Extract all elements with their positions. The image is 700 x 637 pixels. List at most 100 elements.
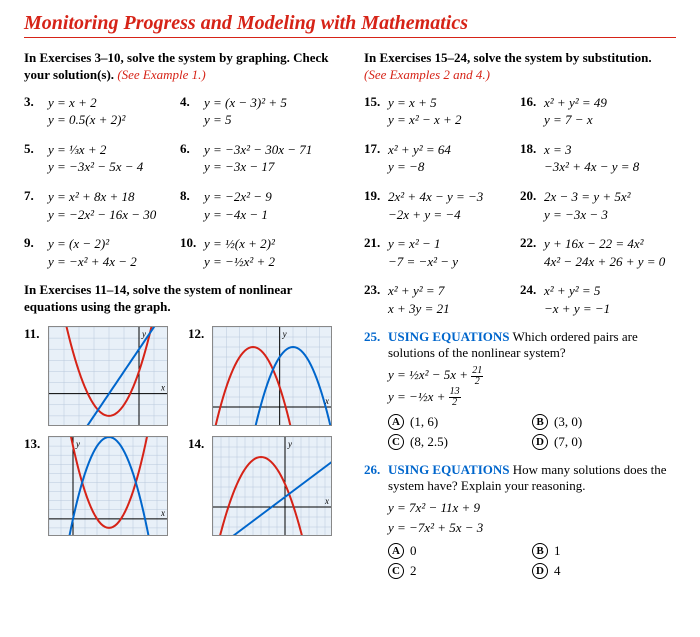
exercise-15: 15. y = x + 5y = x² − x + 2 <box>364 94 520 129</box>
exercise-23: 23. x² + y² = 7x + 3y = 21 <box>364 282 520 317</box>
ex-num: 24. <box>520 282 544 317</box>
exercise-17: 17. x² + y² = 64y = −8 <box>364 141 520 176</box>
exercise-26: 26. USING EQUATIONS How many solutions d… <box>364 462 676 583</box>
choice-b[interactable]: B1 <box>532 543 676 559</box>
exercise-14: 14. x y <box>188 436 332 536</box>
ex-num: 8. <box>180 188 204 223</box>
svg-text:y: y <box>141 329 146 339</box>
ex-num: 22. <box>520 235 544 270</box>
choice-b[interactable]: B(3, 0) <box>532 414 676 430</box>
svg-text:x: x <box>160 383 165 393</box>
eq: x² + y² = 64 <box>388 141 451 159</box>
eq: y = −½x + 132 <box>388 387 676 409</box>
eq: y = −4x − 1 <box>204 206 272 224</box>
eq: 2x² + 4x − y = −3 <box>388 188 483 206</box>
exercise-21: 21. y = x² − 1−7 = −x² − y <box>364 235 520 270</box>
choice-c[interactable]: C(8, 2.5) <box>388 434 532 450</box>
ex-num: 25. <box>364 329 388 361</box>
eq: 2x − 3 = y + 5x² <box>544 188 631 206</box>
graph-13: xy <box>48 436 168 536</box>
graph-11: xy <box>48 326 168 426</box>
svg-text:y: y <box>75 439 80 449</box>
exercise-22: 22. y + 16x − 22 = 4x²4x² − 24x + 26 + y… <box>520 235 676 270</box>
eq: y = ½x² − 5x + 212 <box>388 365 676 387</box>
eq: −3x² + 4x − y = 8 <box>544 158 639 176</box>
eq: −7 = −x² − y <box>388 253 458 271</box>
choice-d[interactable]: D4 <box>532 563 676 579</box>
eq: y = 7x² − 11x + 9 <box>388 498 676 518</box>
right-column: In Exercises 15–24, solve the system by … <box>364 50 676 583</box>
eq: y = x² − x + 2 <box>388 111 462 129</box>
eq: y = −3x² − 5x − 4 <box>48 158 143 176</box>
exercise-13: 13. xy <box>24 436 168 536</box>
exercise-16: 16. x² + y² = 49y = 7 − x <box>520 94 676 129</box>
choice-a[interactable]: A(1, 6) <box>388 414 532 430</box>
ex-num: 10. <box>180 235 204 270</box>
ex-num: 19. <box>364 188 388 223</box>
choice-c[interactable]: C2 <box>388 563 532 579</box>
svg-text:y: y <box>287 439 292 449</box>
eq: y = −2x² − 16x − 30 <box>48 206 156 224</box>
exercise-20: 20. 2x − 3 = y + 5x²y = −3x − 3 <box>520 188 676 223</box>
eq: y = (x − 3)² + 5 <box>204 94 287 112</box>
instr-ref: (See Example 1.) <box>117 67 205 82</box>
ex-num: 16. <box>520 94 544 129</box>
eq: x + 3y = 21 <box>388 300 450 318</box>
instr-text: In Exercises 11–14, solve the system of … <box>24 282 292 314</box>
exercise-8: 8. y = −2x² − 9 y = −4x − 1 <box>180 188 336 223</box>
instructions-11-14: In Exercises 11–14, solve the system of … <box>24 282 336 316</box>
exercise-24: 24. x² + y² = 5−x + y = −1 <box>520 282 676 317</box>
eq: y + 16x − 22 = 4x² <box>544 235 665 253</box>
svg-text:y: y <box>282 329 287 339</box>
eq: y = −8 <box>388 158 451 176</box>
ex-num: 23. <box>364 282 388 317</box>
eq: x = 3 <box>544 141 639 159</box>
ex-num: 5. <box>24 141 48 176</box>
lead: USING EQUATIONS <box>388 462 509 477</box>
exercise-12: 12. xy <box>188 326 332 426</box>
eq: −2x + y = −4 <box>388 206 483 224</box>
choice-d[interactable]: D(7, 0) <box>532 434 676 450</box>
left-column: In Exercises 3–10, solve the system by g… <box>24 50 336 583</box>
eq: y = x + 2 <box>48 94 125 112</box>
eq: y = −½x² + 2 <box>204 253 275 271</box>
eq: −x + y = −1 <box>544 300 610 318</box>
ex-num: 13. <box>24 436 48 536</box>
ex-num: 9. <box>24 235 48 270</box>
ex-num: 12. <box>188 326 212 426</box>
instructions-3-10: In Exercises 3–10, solve the system by g… <box>24 50 336 84</box>
eq: y = −3x − 3 <box>544 206 631 224</box>
exercise-4: 4. y = (x − 3)² + 5 y = 5 <box>180 94 336 129</box>
ex-num: 6. <box>180 141 204 176</box>
ex-num: 18. <box>520 141 544 176</box>
columns: In Exercises 3–10, solve the system by g… <box>24 50 676 583</box>
ex-num: 21. <box>364 235 388 270</box>
exercise-11: 11. xy <box>24 326 168 426</box>
eq: x² + y² = 5 <box>544 282 610 300</box>
eq: y = (x − 2)² <box>48 235 137 253</box>
eq: y = −2x² − 9 <box>204 188 272 206</box>
ex-num: 7. <box>24 188 48 223</box>
ex-num: 4. <box>180 94 204 129</box>
eq: y = −3x² − 30x − 71 <box>204 141 312 159</box>
exercise-25: 25. USING EQUATIONS Which ordered pairs … <box>364 329 676 454</box>
eq: y = x² − 1 <box>388 235 458 253</box>
eq: y = x² + 8x + 18 <box>48 188 156 206</box>
eq: x² + y² = 49 <box>544 94 607 112</box>
eq: y = x + 5 <box>388 94 462 112</box>
ex-num: 20. <box>520 188 544 223</box>
eq: 4x² − 24x + 26 + y = 0 <box>544 253 665 271</box>
exercise-3: 3. y = x + 2 y = 0.5(x + 2)² <box>24 94 180 129</box>
eq: y = ⅓x + 2 <box>48 141 143 159</box>
svg-text:x: x <box>324 496 329 506</box>
svg-text:x: x <box>160 508 165 518</box>
ex-num: 14. <box>188 436 212 536</box>
graph-12: xy <box>212 326 332 426</box>
ex-num: 26. <box>364 462 388 494</box>
ex-num: 3. <box>24 94 48 129</box>
eq: y = −x² + 4x − 2 <box>48 253 137 271</box>
page-title: Monitoring Progress and Modeling with Ma… <box>24 12 676 38</box>
choice-a[interactable]: A0 <box>388 543 532 559</box>
ex-num: 11. <box>24 326 48 426</box>
eq: y = ½(x + 2)² <box>204 235 275 253</box>
